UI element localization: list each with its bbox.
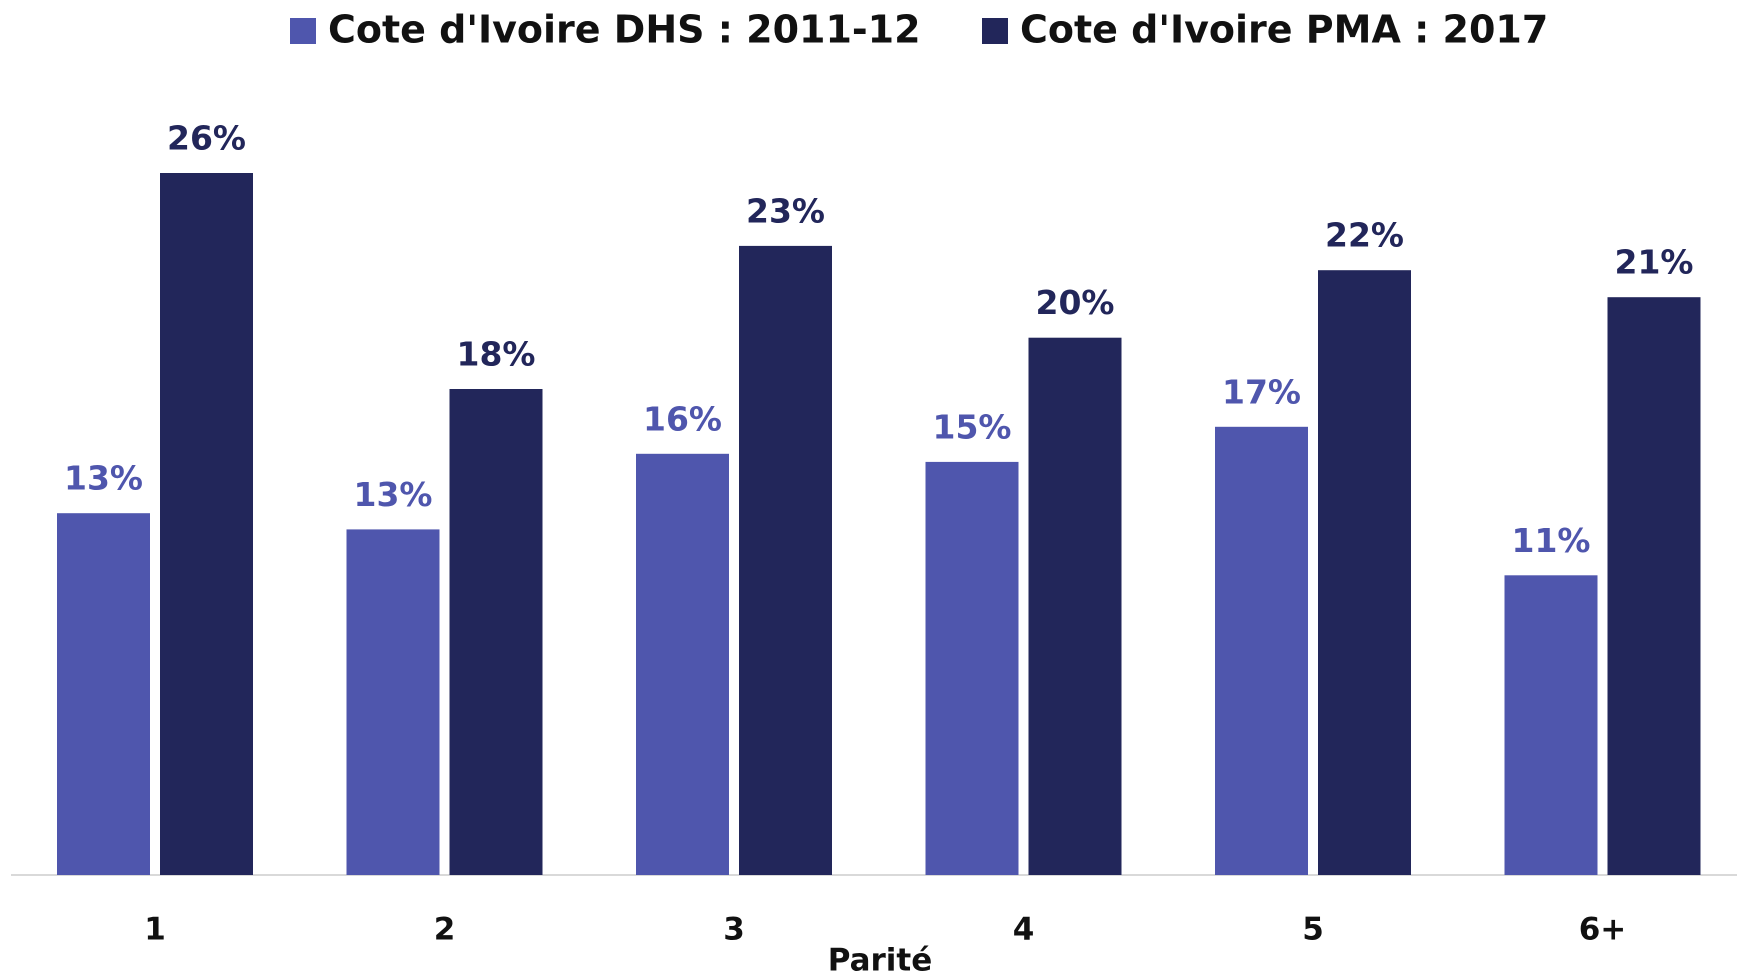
bar [1318, 270, 1411, 875]
x-axis-label: Parité [828, 943, 933, 979]
bar [449, 389, 543, 875]
data-label: 15% [933, 407, 1012, 446]
x-tick-label: 6+ [1579, 912, 1627, 948]
data-label: 20% [1036, 283, 1115, 322]
bar [160, 173, 253, 875]
data-label: 13% [64, 459, 143, 498]
bar [739, 245, 832, 875]
data-label: 11% [1512, 521, 1591, 560]
data-label: 16% [643, 399, 722, 438]
bar [925, 461, 1019, 875]
legend-label: Cote d'Ivoire PMA : 2017 [1020, 8, 1548, 52]
legend-label: Cote d'Ivoire DHS : 2011-12 [328, 8, 921, 52]
bar [636, 453, 729, 875]
bar [1215, 426, 1308, 875]
legend-marker [982, 18, 1008, 44]
data-label: 22% [1325, 216, 1404, 255]
x-tick-label: 4 [1013, 912, 1035, 948]
x-tick-label: 1 [144, 912, 166, 948]
legend-marker [290, 18, 316, 44]
data-label: 23% [746, 191, 825, 230]
data-label: 26% [167, 119, 246, 158]
bar [1028, 337, 1122, 875]
data-label: 13% [354, 475, 433, 514]
x-tick-label: 5 [1302, 912, 1324, 948]
bar [1504, 575, 1598, 875]
x-tick-label: 3 [723, 912, 745, 948]
x-tick-label: 2 [434, 912, 456, 948]
bar [346, 529, 440, 875]
bar [1607, 297, 1701, 875]
data-label: 17% [1222, 372, 1301, 411]
bar [57, 513, 150, 875]
data-label: 18% [457, 335, 536, 374]
data-label: 21% [1615, 243, 1694, 282]
